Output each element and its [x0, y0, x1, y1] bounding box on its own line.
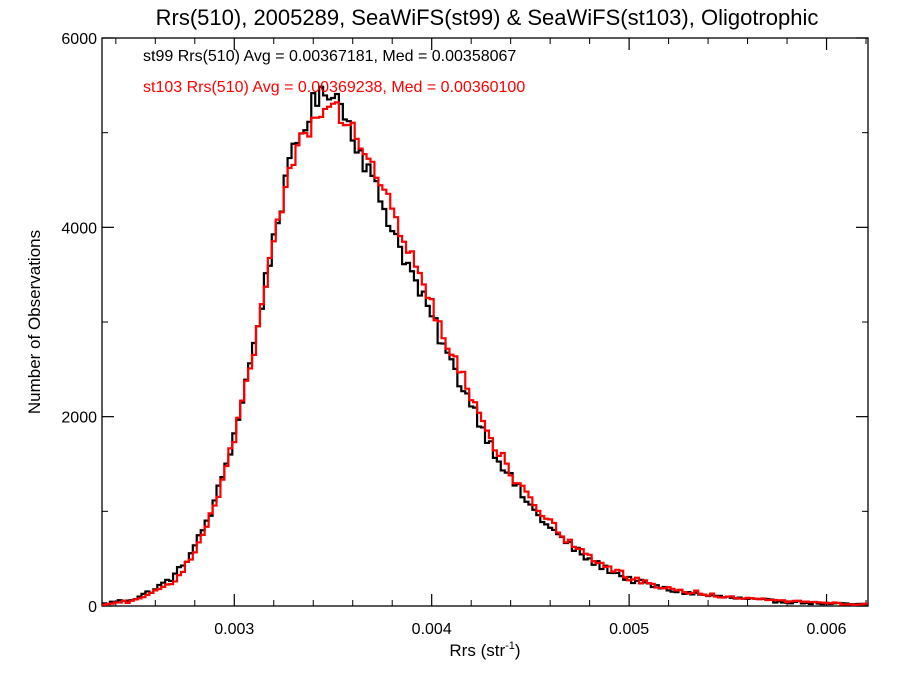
y-axis-ticks	[102, 37, 868, 607]
x-tick-label: 0.003	[214, 621, 254, 638]
x-axis-label-main: Rrs (str	[449, 641, 505, 660]
x-axis-ticks	[115, 38, 867, 606]
series-layer	[102, 85, 868, 606]
x-tick-label: 0.005	[609, 621, 649, 638]
x-axis-label-close: )	[515, 641, 521, 660]
x-tick-label: 0.006	[807, 621, 847, 638]
histogram-line-st99	[102, 85, 868, 606]
x-axis-label-superscript: -1	[505, 640, 515, 652]
plot-area	[101, 37, 869, 607]
legend: st99 Rrs(510) Avg = 0.00367181, Med = 0.…	[143, 48, 525, 96]
histogram-line-st103	[102, 101, 868, 606]
y-tick-label: 6000	[61, 31, 97, 48]
legend-st99: st99 Rrs(510) Avg = 0.00367181, Med = 0.…	[143, 48, 516, 65]
y-axis-tick-labels: 0 2000 4000 6000	[61, 31, 97, 616]
plot-frame	[101, 37, 869, 607]
y-axis-label: Number of Observations	[25, 230, 44, 414]
x-axis-label: Rrs (str-1)	[449, 640, 520, 660]
x-axis-tick-labels: 0.003 0.004 0.005 0.006	[214, 621, 846, 638]
y-tick-label: 2000	[61, 410, 97, 427]
y-tick-label: 4000	[61, 220, 97, 237]
legend-st103: st103 Rrs(510) Avg = 0.00369238, Med = 0…	[143, 79, 525, 96]
y-tick-label: 0	[88, 599, 97, 616]
chart-title: Rrs(510), 2005289, SeaWiFS(st99) & SeaWi…	[156, 5, 819, 30]
x-tick-label: 0.004	[412, 621, 452, 638]
